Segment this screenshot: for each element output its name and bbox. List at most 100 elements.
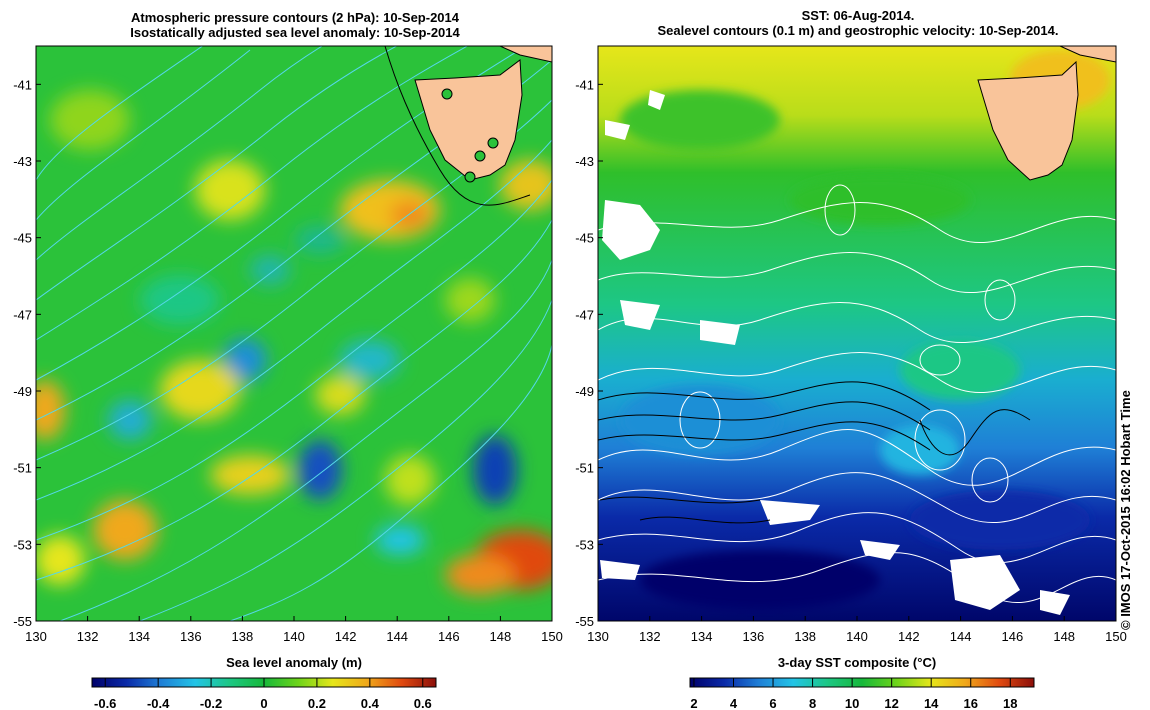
right-colorbar-tick-label: 12 — [884, 696, 898, 710]
left-colorbar-label: Sea level anomaly (m) — [226, 655, 362, 670]
right-colorbar-tick-label: 6 — [769, 696, 776, 710]
right-y-tick-label: -53 — [575, 537, 594, 552]
right-x-tick-label: 132 — [639, 629, 661, 644]
sla-blob — [36, 535, 85, 585]
left-y-tick-label: -45 — [13, 231, 32, 246]
left-colorbar-tick-label: 0.6 — [414, 696, 432, 710]
velocity-streamlines — [598, 381, 1031, 524]
sla-blob — [445, 555, 515, 595]
left-x-tick-label: 150 — [541, 629, 563, 644]
right-title-line-2: Sealevel contours (0.1 m) and geostrophi… — [657, 23, 1059, 38]
right-y-tick-label: -47 — [575, 307, 594, 322]
sla-blob — [108, 400, 152, 440]
sla-blob — [50, 90, 130, 150]
right-y-tick-label: -49 — [575, 384, 594, 399]
sla-blob — [473, 435, 517, 505]
left-colorbar-tick-label: -0.6 — [94, 696, 116, 710]
right-x-tick-label: 136 — [743, 629, 765, 644]
left-colorbar-tick-label: -0.2 — [200, 696, 222, 710]
left-colorbar-tick-label: 0 — [260, 696, 267, 710]
imos-credit: © IMOS 17-Oct-2015 16:02 Hobart Time — [1118, 390, 1133, 630]
left-y-tick-label: -55 — [13, 614, 32, 629]
sst-patch — [910, 490, 1090, 550]
sla-blob — [390, 201, 430, 229]
right-x-tick-label: 142 — [898, 629, 920, 644]
tasmania-coast-right — [977, 60, 1079, 181]
tasmania-coast — [414, 59, 523, 181]
right-colorbar-tick-label: 18 — [1003, 696, 1017, 710]
right-x-tick-label: 134 — [691, 629, 713, 644]
right-colorbar-label: 3-day SST composite (°C) — [778, 655, 936, 670]
left-colorbar-tick-label: 0.2 — [308, 696, 326, 710]
left-y-tick-label: -43 — [13, 154, 32, 169]
right-colorbar-tick-label: 16 — [964, 696, 978, 710]
sla-blob — [298, 440, 342, 500]
right-title-line-1: SST: 06-Aug-2014. — [801, 8, 915, 23]
left-colorbar-tick-label: 0.4 — [361, 696, 380, 710]
tide-gauge-marker — [487, 137, 499, 149]
left-x-tick-label: 142 — [335, 629, 357, 644]
right-colorbar-tick-label: 10 — [845, 696, 859, 710]
sst-colorbar — [689, 677, 1035, 688]
right-y-tick-label: -43 — [575, 154, 594, 169]
left-title-line-2: Isostatically adjusted sea level anomaly… — [130, 25, 460, 40]
left-y-tick-label: -47 — [13, 307, 32, 322]
cloud-mask — [600, 90, 1070, 615]
left-y-tick-label: -53 — [13, 537, 32, 552]
right-x-tick-label: 148 — [1053, 629, 1075, 644]
right-x-tick-label: 130 — [587, 629, 609, 644]
right-colorbar-tick-label: 8 — [809, 696, 816, 710]
right-x-tick-label: 140 — [846, 629, 868, 644]
left-x-tick-label: 148 — [490, 629, 512, 644]
sla-blob — [93, 500, 157, 560]
sla-blob — [445, 278, 495, 322]
sst-patch — [620, 90, 780, 150]
left-x-tick-label: 146 — [438, 629, 460, 644]
left-title-line-1: Atmospheric pressure contours (2 hPa): 1… — [131, 10, 459, 25]
sealevel-contours — [598, 184, 1116, 603]
tide-gauge-marker — [464, 171, 476, 183]
left-y-tick-label: -51 — [13, 461, 32, 476]
sla-blob — [36, 380, 65, 440]
sst-patch — [880, 425, 960, 475]
left-x-tick-label: 140 — [283, 629, 305, 644]
right-colorbar-tick-label: 14 — [924, 696, 939, 710]
sst-patch — [620, 385, 780, 455]
sla-blob — [340, 340, 400, 380]
right-x-tick-label: 138 — [794, 629, 816, 644]
right-y-tick-label: -45 — [575, 231, 594, 246]
mainland-coast-right — [1059, 46, 1116, 63]
sla-blob — [250, 255, 290, 285]
left-x-tick-label: 130 — [25, 629, 47, 644]
sla-blob — [160, 360, 240, 420]
left-x-tick-label: 134 — [128, 629, 150, 644]
left-map-title: Atmospheric pressure contours (2 hPa): 1… — [30, 10, 560, 40]
right-colorbar-tick-label: 2 — [690, 696, 697, 710]
sla-blob — [375, 525, 425, 555]
right-x-tick-label: 144 — [950, 629, 972, 644]
sla-blob — [385, 455, 435, 505]
sla-blob — [295, 226, 345, 254]
right-y-tick-label: -41 — [575, 77, 594, 92]
right-colorbar-tick-label: 4 — [730, 696, 738, 710]
tide-gauge-marker — [474, 150, 486, 162]
sst-patch — [900, 340, 1020, 400]
sst-patch — [640, 550, 880, 610]
tide-gauge-marker — [441, 88, 453, 100]
shelf-contour — [384, 46, 531, 206]
sst-patch — [790, 175, 970, 225]
right-x-tick-label: 146 — [1002, 629, 1024, 644]
mainland-coast — [499, 46, 552, 63]
sla-blob — [500, 160, 552, 210]
right-y-tick-label: -51 — [575, 461, 594, 476]
left-x-tick-label: 132 — [77, 629, 99, 644]
left-x-tick-label: 138 — [232, 629, 254, 644]
sla-blob — [210, 455, 290, 495]
right-map-title: SST: 06-Aug-2014. Sealevel contours (0.1… — [598, 8, 1118, 38]
left-x-tick-label: 144 — [386, 629, 408, 644]
left-y-tick-label: -49 — [13, 384, 32, 399]
left-x-tick-label: 136 — [180, 629, 202, 644]
right-y-tick-label: -55 — [575, 614, 594, 629]
sla-blob — [223, 338, 267, 382]
